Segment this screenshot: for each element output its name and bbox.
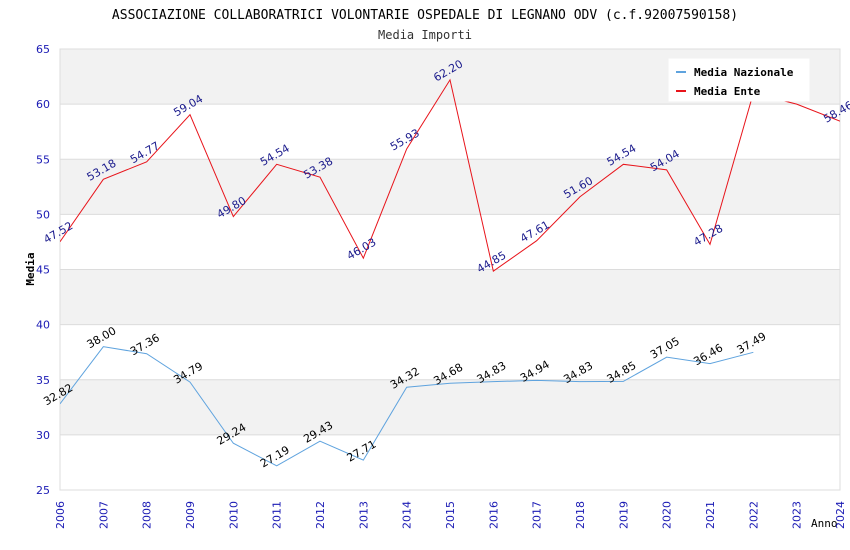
- x-tick-label: 2009: [184, 501, 197, 529]
- x-tick-label: 2010: [227, 501, 240, 529]
- x-tick-label: 2020: [661, 501, 674, 529]
- x-tick-label: 2018: [574, 501, 587, 529]
- x-tick-label: 2023: [791, 501, 804, 529]
- chart-subtitle: Media Importi: [378, 28, 472, 42]
- x-tick-label: 2014: [401, 501, 414, 529]
- data-label: 47.61: [518, 218, 552, 245]
- background-band: [60, 269, 840, 325]
- x-tick-label: 2008: [141, 501, 154, 529]
- legend-box: [668, 58, 810, 102]
- x-tick-label: 2015: [444, 501, 457, 529]
- x-tick-label: 2019: [617, 501, 630, 529]
- y-tick-label: 25: [36, 484, 50, 497]
- data-label: 37.36: [128, 331, 162, 358]
- data-label: 27.19: [258, 443, 292, 470]
- series-line-media-nazionale: [60, 346, 754, 467]
- x-tick-label: 2006: [54, 501, 67, 529]
- background-bands: [60, 49, 840, 435]
- y-tick-label: 65: [36, 43, 50, 56]
- data-label: 47.52: [41, 219, 75, 246]
- x-tick-label: 2012: [314, 501, 327, 529]
- x-tick-label: 2011: [271, 501, 284, 529]
- data-label: 55.93: [388, 126, 422, 153]
- y-tick-label: 40: [36, 319, 50, 332]
- y-tick-label: 30: [36, 429, 50, 442]
- x-tick-label: 2024: [834, 501, 847, 529]
- data-label: 36.46: [691, 341, 725, 368]
- y-tick-label: 50: [36, 208, 50, 221]
- background-band: [60, 159, 840, 215]
- x-tick-label: 2017: [531, 501, 544, 529]
- data-label: 38.00: [85, 324, 119, 351]
- x-axis-label: Anno: [811, 517, 838, 530]
- legend-label: Media Ente: [694, 85, 761, 98]
- plot-frame: [59, 48, 841, 491]
- chart-title: ASSOCIAZIONE COLLABORATRICI VOLONTARIE O…: [112, 8, 738, 23]
- x-tick-label: 2022: [747, 501, 760, 529]
- data-label: 27.71: [345, 438, 379, 465]
- data-label: 46.03: [345, 236, 379, 263]
- x-tick-label: 2021: [704, 501, 717, 529]
- x-tick-label: 2016: [487, 501, 500, 529]
- y-tick-label: 55: [36, 153, 50, 166]
- x-tick-label: 2013: [357, 501, 370, 529]
- series-line-media-ente: [60, 78, 840, 272]
- data-label: 37.05: [648, 335, 682, 362]
- data-label: 47.28: [691, 222, 725, 249]
- series-lines: [60, 78, 840, 467]
- background-band: [60, 379, 840, 435]
- x-tick-label: 2007: [97, 501, 110, 529]
- y-tick-label: 60: [36, 98, 50, 111]
- legend-label: Media Nazionale: [694, 66, 794, 79]
- y-axis-ticks: 25 30 35 40 45 50 55 60 65: [36, 43, 50, 497]
- y-axis-label: Media: [24, 252, 37, 285]
- y-tick-label: 45: [36, 264, 50, 277]
- y-tick-label: 35: [36, 374, 50, 387]
- legend: Media Nazionale Media Ente: [668, 58, 810, 102]
- x-axis-ticks: 2006 2007 2008 2009 2010 2011 2012 2013 2014 2015…: [54, 501, 847, 529]
